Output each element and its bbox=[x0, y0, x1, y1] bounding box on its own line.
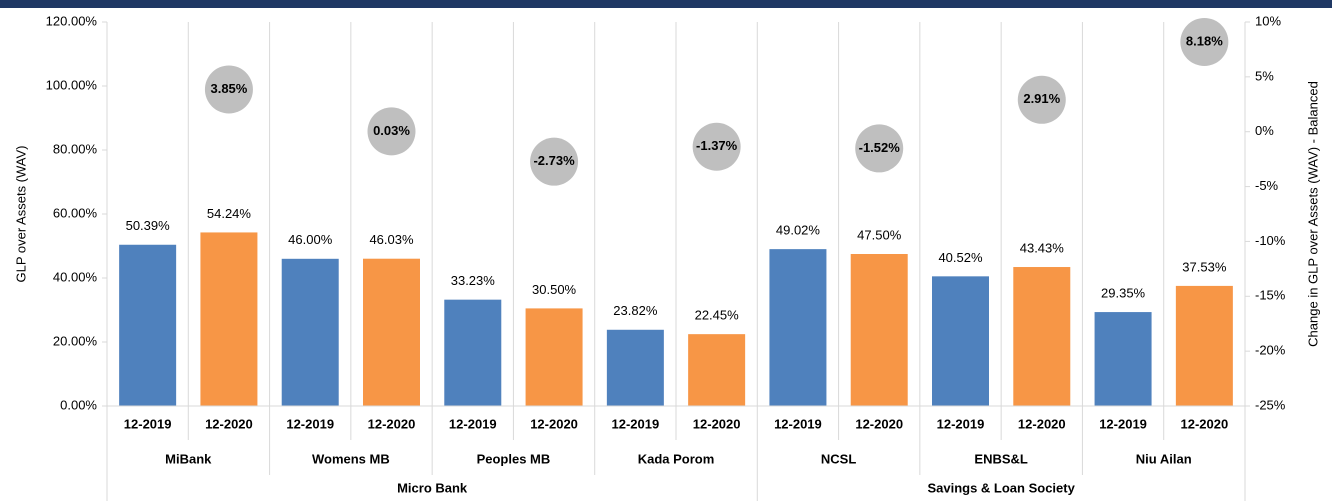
value-label: 43.43% bbox=[1020, 240, 1065, 255]
y2-tick-label: -20% bbox=[1255, 343, 1286, 358]
value-label: 30.50% bbox=[532, 282, 577, 297]
period-label: 12-2019 bbox=[774, 416, 822, 431]
y2-tick-label: -10% bbox=[1255, 233, 1286, 248]
change-bubble bbox=[204, 65, 253, 114]
bar bbox=[281, 258, 339, 406]
y2-tick-label: -5% bbox=[1255, 178, 1279, 193]
value-label: 23.82% bbox=[613, 303, 658, 318]
value-label: 22.45% bbox=[695, 308, 740, 323]
bar bbox=[363, 258, 420, 406]
period-label: 12-2019 bbox=[1099, 416, 1147, 431]
period-label: 12-2020 bbox=[693, 416, 741, 431]
y-tick-label: 120.00% bbox=[46, 13, 98, 28]
change-bubble bbox=[1017, 75, 1066, 124]
value-label: 37.53% bbox=[1182, 259, 1227, 274]
institution-label: NCSL bbox=[821, 451, 856, 466]
change-label: -2.73% bbox=[533, 153, 575, 168]
change-bubble bbox=[1180, 17, 1229, 66]
value-label: 49.02% bbox=[776, 223, 821, 238]
y2-tick-label: 0% bbox=[1255, 123, 1274, 138]
value-label: 33.23% bbox=[451, 273, 496, 288]
value-label: 40.52% bbox=[938, 250, 983, 265]
institution-label: Niu Ailan bbox=[1136, 451, 1192, 466]
period-label: 12-2019 bbox=[449, 416, 497, 431]
institution-label: Peoples MB bbox=[477, 451, 551, 466]
change-label: -1.37% bbox=[696, 138, 738, 153]
value-label: 50.39% bbox=[126, 218, 171, 233]
period-label: 12-2020 bbox=[205, 416, 253, 431]
y-tick-label: 20.00% bbox=[53, 333, 98, 348]
period-label: 12-2020 bbox=[1180, 416, 1228, 431]
period-label: 12-2019 bbox=[611, 416, 659, 431]
y2-tick-label: 5% bbox=[1255, 68, 1274, 83]
y-tick-label: 100.00% bbox=[46, 77, 98, 92]
value-label: 46.03% bbox=[369, 232, 414, 247]
bar bbox=[444, 299, 502, 406]
y2-axis-label: Change in GLP over Assets (WAV) - Balanc… bbox=[1305, 81, 1320, 347]
bar bbox=[119, 244, 177, 406]
bar bbox=[200, 232, 258, 406]
period-label: 12-2019 bbox=[937, 416, 985, 431]
institution-label: MiBank bbox=[165, 451, 212, 466]
change-bubble bbox=[367, 107, 416, 156]
institution-label: Womens MB bbox=[312, 451, 390, 466]
change-bubble bbox=[530, 137, 579, 186]
period-label: 12-2019 bbox=[286, 416, 334, 431]
y2-tick-label: 10% bbox=[1255, 13, 1281, 28]
group-label: Savings & Loan Society bbox=[927, 480, 1075, 495]
group-label: Micro Bank bbox=[397, 480, 468, 495]
change-bubble bbox=[855, 124, 904, 173]
top-bar bbox=[0, 0, 1332, 8]
bar bbox=[769, 249, 827, 406]
y2-tick-label: -25% bbox=[1255, 397, 1286, 412]
change-label: 0.03% bbox=[373, 123, 410, 138]
change-label: 8.18% bbox=[1186, 33, 1223, 48]
y-axis-label: GLP over Assets (WAV) bbox=[13, 145, 28, 282]
bar bbox=[932, 276, 989, 406]
bar bbox=[606, 329, 664, 406]
period-label: 12-2020 bbox=[1018, 416, 1066, 431]
value-label: 29.35% bbox=[1101, 286, 1146, 301]
period-label: 12-2020 bbox=[530, 416, 578, 431]
y-tick-label: 80.00% bbox=[53, 141, 98, 156]
period-label: 12-2019 bbox=[124, 416, 172, 431]
change-label: 3.85% bbox=[210, 81, 247, 96]
change-label: -1.52% bbox=[859, 140, 901, 155]
bar bbox=[525, 308, 583, 406]
bar bbox=[1013, 267, 1071, 406]
bar bbox=[1175, 285, 1233, 406]
institution-label: Kada Porom bbox=[638, 451, 715, 466]
bar bbox=[850, 254, 908, 406]
y2-tick-label: -15% bbox=[1255, 288, 1286, 303]
bar bbox=[688, 334, 746, 406]
y-tick-label: 60.00% bbox=[53, 205, 98, 220]
y-tick-label: 0.00% bbox=[60, 397, 97, 412]
period-label: 12-2020 bbox=[855, 416, 903, 431]
bar bbox=[1094, 312, 1152, 406]
y-tick-label: 40.00% bbox=[53, 269, 98, 284]
period-label: 12-2020 bbox=[368, 416, 416, 431]
institution-label: ENBS&L bbox=[974, 451, 1028, 466]
value-label: 47.50% bbox=[857, 227, 902, 242]
change-label: 2.91% bbox=[1023, 91, 1060, 106]
value-label: 54.24% bbox=[207, 206, 252, 221]
change-bubble bbox=[692, 122, 741, 171]
value-label: 46.00% bbox=[288, 232, 333, 247]
